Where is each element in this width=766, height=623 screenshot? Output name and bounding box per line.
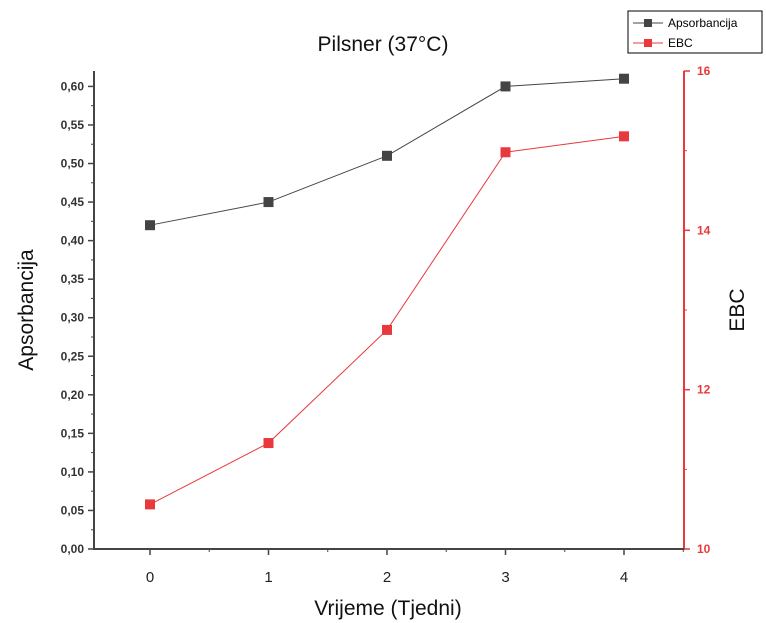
x-tick-label: 2 <box>383 569 391 586</box>
x-axis-ticks: 0 1 2 3 4 <box>146 549 684 586</box>
data-point-apsorbancija <box>263 197 274 208</box>
y-left-tick-label: 0,35 <box>61 272 85 286</box>
y-right-tick-label: 16 <box>697 64 711 78</box>
y-left-tick-label: 0,15 <box>61 426 85 440</box>
x-tick-label: 3 <box>501 569 509 586</box>
y-left-tick-label: 0,10 <box>61 465 85 479</box>
x-tick-label: 4 <box>620 569 628 586</box>
data-point-apsorbancija <box>500 81 511 92</box>
y-left-tick-label: 0,55 <box>61 118 85 132</box>
data-point-ebc <box>619 131 629 142</box>
y-right-tick-label: 10 <box>697 542 711 556</box>
x-tick-label: 0 <box>146 569 154 586</box>
legend-marker-apsorbancija <box>644 19 652 27</box>
data-point-apsorbancija <box>382 150 392 161</box>
data-point-apsorbancija <box>619 73 629 84</box>
y-left-tick-label: 0,30 <box>61 311 85 325</box>
y-axis-left-ticks: 0,00 0,05 0,10 0,15 0,20 0,25 0,30 0,35 0,40 0,45… <box>61 79 94 556</box>
series-line-ebc <box>149 135 625 505</box>
y-right-tick-label: 14 <box>697 223 711 237</box>
y-axis-right-label: EBC <box>726 288 749 331</box>
y-axis-left-label: Apsorbancija <box>15 249 38 371</box>
x-tick-label: 1 <box>264 569 272 586</box>
y-left-tick-label: 0,00 <box>61 542 85 556</box>
y-left-tick-label: 0,40 <box>61 234 85 248</box>
legend-label-apsorbancija: Apsorbancija <box>668 16 738 30</box>
y-left-tick-label: 0,45 <box>61 195 85 209</box>
data-point-ebc <box>263 438 274 449</box>
data-point-ebc <box>382 324 392 335</box>
series <box>145 73 629 510</box>
y-axis-right-ticks: 10 12 14 16 <box>684 64 711 556</box>
y-left-tick-label: 0,25 <box>61 349 85 363</box>
data-point-ebc <box>145 499 155 510</box>
y-left-tick-label: 0,60 <box>61 79 85 93</box>
y-left-tick-label: 0,50 <box>61 157 85 171</box>
y-left-tick-label: 0,05 <box>61 503 85 517</box>
y-left-tick-label: 0,20 <box>61 388 85 402</box>
legend-marker-ebc <box>644 39 652 47</box>
y-right-tick-label: 12 <box>697 383 711 397</box>
data-point-apsorbancija <box>145 220 155 231</box>
x-axis-label: Vrijeme (Tjedni) <box>314 597 461 620</box>
data-point-ebc <box>500 147 511 158</box>
chart-title: Pilsner (37°C) <box>318 33 449 56</box>
axes <box>93 71 685 550</box>
legend-label-ebc: EBC <box>668 36 693 50</box>
legend: Apsorbancija EBC <box>627 10 763 54</box>
